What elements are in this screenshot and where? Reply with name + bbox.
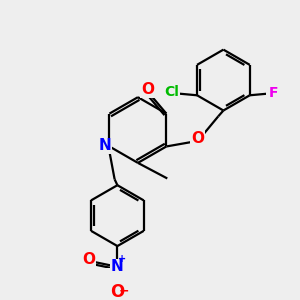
Text: O: O [110, 283, 124, 300]
Text: Cl: Cl [164, 85, 179, 99]
Text: O: O [82, 252, 95, 267]
Text: F: F [269, 86, 279, 100]
Text: +: + [118, 254, 126, 264]
Text: N: N [111, 259, 124, 274]
Text: N: N [99, 138, 112, 153]
Text: O: O [141, 82, 154, 97]
Text: O: O [191, 131, 204, 146]
Text: −: − [118, 284, 129, 298]
